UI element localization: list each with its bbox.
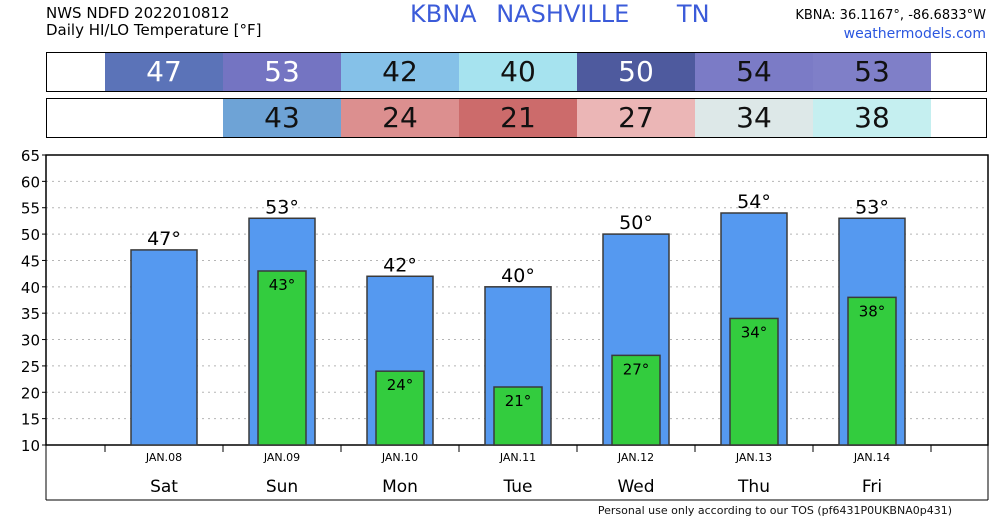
x-date-label: JAN.11 — [499, 451, 536, 464]
x-date-label: JAN.09 — [263, 451, 300, 464]
y-tick-label: 10 — [21, 437, 40, 455]
x-day-label: Sat — [150, 477, 178, 497]
low-value-label: 34° — [741, 323, 768, 341]
low-value-label: 27° — [623, 360, 650, 378]
high-value-label: 50° — [619, 212, 653, 234]
x-date-label: JAN.12 — [617, 451, 654, 464]
product-label: Daily HI/LO Temperature [°F] — [46, 21, 262, 39]
x-date-label: JAN.08 — [145, 451, 182, 464]
high-value-label: 54° — [737, 191, 771, 213]
y-tick-label: 35 — [21, 305, 40, 323]
high-value-label: 40° — [501, 265, 535, 287]
y-tick-label: 60 — [21, 173, 40, 191]
low-bar — [729, 317, 779, 446]
station-coords: KBNA: 36.1167°, -86.6833°W — [795, 8, 986, 23]
low-strip-cell: 21 — [459, 99, 577, 137]
high-strip-cell: 42 — [341, 53, 459, 91]
y-tick-label: 65 — [21, 147, 40, 165]
station-code: KBNA — [410, 0, 477, 28]
station-title: KBNA NASHVILLE TN — [410, 2, 710, 26]
high-strip-cell: 40 — [459, 53, 577, 91]
y-tick-label: 20 — [21, 384, 40, 402]
low-bar — [493, 386, 543, 446]
site-link[interactable]: weathermodels.com — [843, 26, 986, 42]
x-day-label: Tue — [502, 477, 532, 497]
low-value-label: 38° — [859, 302, 886, 320]
y-tick-label: 25 — [21, 358, 40, 376]
low-strip-cell: 24 — [341, 99, 459, 137]
station-city: NASHVILLE — [496, 0, 630, 28]
header-right: KBNA: 36.1167°, -86.6833°W weathermodels… — [795, 6, 986, 44]
high-value-label: 42° — [383, 254, 417, 276]
low-value-label: 24° — [387, 376, 414, 394]
low-strip-cell: 27 — [577, 99, 695, 137]
station-state: TN — [676, 0, 710, 28]
y-tick-label: 30 — [21, 332, 40, 350]
high-strip-cell: 54 — [695, 53, 813, 91]
x-day-label: Mon — [382, 477, 418, 497]
y-tick-label: 15 — [21, 411, 40, 429]
y-tick-label: 50 — [21, 226, 40, 244]
low-bar — [375, 370, 425, 446]
tos-note: Personal use only according to our TOS (… — [597, 504, 952, 517]
high-temp-strip: 47 53 42 40 50 54 53 — [46, 52, 987, 92]
high-strip-cell: 50 — [577, 53, 695, 91]
y-tick-label: 45 — [21, 252, 40, 270]
low-bar — [847, 296, 897, 446]
x-day-label: Thu — [737, 477, 770, 497]
high-value-label: 47° — [147, 228, 181, 250]
high-value-label: 53° — [265, 196, 299, 218]
low-strip-cell: 34 — [695, 99, 813, 137]
x-date-label: JAN.14 — [853, 451, 890, 464]
model-run-label: NWS NDFD 2022010812 — [46, 4, 230, 22]
low-temp-strip: 43 24 21 27 34 38 — [46, 98, 987, 138]
high-strip-cell: 53 — [223, 53, 341, 91]
high-strip-cell: 53 — [813, 53, 931, 91]
low-value-label: 21° — [505, 392, 532, 410]
high-value-label: 53° — [855, 196, 889, 218]
low-bar — [257, 270, 307, 446]
x-date-label: JAN.13 — [735, 451, 772, 464]
high-strip-cell: 47 — [105, 53, 223, 91]
high-bar — [130, 249, 198, 446]
low-bar — [611, 354, 661, 446]
low-strip-cell: 38 — [813, 99, 931, 137]
x-day-label: Wed — [617, 477, 654, 497]
y-tick-label: 55 — [21, 200, 40, 218]
low-value-label: 43° — [269, 276, 296, 294]
x-day-label: Sun — [266, 477, 298, 497]
header-left: NWS NDFD 2022010812 Daily HI/LO Temperat… — [46, 5, 262, 39]
x-date-label: JAN.10 — [381, 451, 418, 464]
x-day-label: Fri — [862, 477, 882, 497]
y-tick-label: 40 — [21, 279, 40, 297]
low-strip-cell: 43 — [223, 99, 341, 137]
